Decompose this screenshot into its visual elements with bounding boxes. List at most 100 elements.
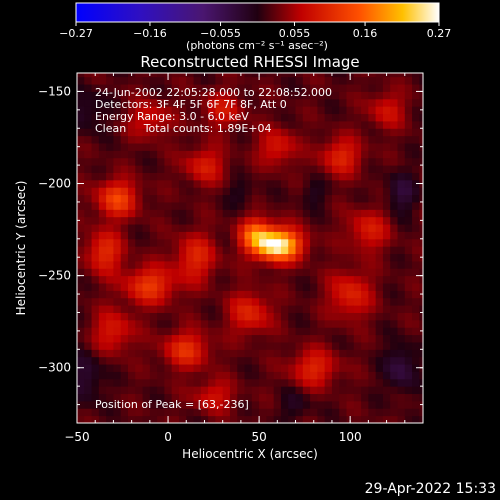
heatmap-cell <box>171 224 180 232</box>
heatmap-cell <box>419 120 423 129</box>
heatmap-cell <box>397 268 406 277</box>
heatmap-cell <box>382 312 391 321</box>
heatmap-cell <box>310 312 318 321</box>
heatmap-cell <box>135 297 144 306</box>
heatmap-cell <box>404 319 413 328</box>
heatmap-cell <box>419 341 423 350</box>
heatmap-cell <box>302 408 311 417</box>
colorbar-tick-label: −0.27 <box>59 27 93 40</box>
heatmap-cell <box>346 253 355 262</box>
heatmap-cell <box>419 415 423 423</box>
heatmap-cell <box>164 201 173 210</box>
heatmap-cell <box>244 408 253 417</box>
heatmap-cell <box>368 179 377 188</box>
heatmap-cell <box>98 297 107 306</box>
heatmap-cell <box>368 378 377 387</box>
heatmap-cell <box>288 275 297 284</box>
heatmap-cell <box>397 415 406 423</box>
heatmap-cell <box>288 201 297 210</box>
heatmap-cell <box>157 260 165 269</box>
heatmap-cell <box>280 238 289 247</box>
heatmap-cell <box>84 73 93 78</box>
heatmap-cell <box>98 91 107 100</box>
heatmap-cell <box>135 319 144 328</box>
heatmap-cell <box>106 73 114 78</box>
heatmap-cell <box>368 73 377 78</box>
heatmap-cell <box>229 341 238 350</box>
heatmap-cell <box>164 260 173 269</box>
heatmap-cell <box>142 260 151 269</box>
heatmap-cell <box>280 275 289 284</box>
heatmap-cell <box>331 106 340 115</box>
heatmap-cell <box>200 327 209 336</box>
heatmap-cell <box>178 341 187 350</box>
heatmap-cell <box>178 216 187 225</box>
heatmap-cell <box>200 408 209 417</box>
heatmap-cell <box>302 268 311 277</box>
heatmap-cell <box>339 408 348 417</box>
heatmap-cell <box>84 408 93 417</box>
heatmap-cell <box>412 341 420 350</box>
heatmap-cell <box>288 224 297 232</box>
heatmap-cell <box>346 319 355 328</box>
heatmap-cell <box>361 297 369 306</box>
heatmap-cell <box>91 312 100 321</box>
heatmap-cell <box>251 179 260 188</box>
heatmap-cell <box>120 268 129 277</box>
heatmap-cell <box>171 135 180 144</box>
heatmap-cell <box>288 305 297 313</box>
heatmap-cell <box>361 386 369 395</box>
heatmap-cell <box>149 349 158 358</box>
heatmap-cell <box>419 319 423 328</box>
heatmap-cell <box>324 91 333 100</box>
heatmap-cell <box>302 364 311 372</box>
heatmap-cell <box>288 408 297 417</box>
heatmap-cell <box>412 371 420 380</box>
heatmap-cell <box>382 238 391 247</box>
heatmap-cell <box>200 179 209 188</box>
heatmap-cell <box>149 91 158 100</box>
heatmap-cell <box>368 84 377 92</box>
heatmap-cell <box>266 76 275 85</box>
heatmap-cell <box>404 327 413 336</box>
heatmap-cell <box>149 371 158 380</box>
heatmap-cell <box>382 408 391 417</box>
heatmap-cell <box>127 91 136 100</box>
heatmap-cell <box>178 76 187 85</box>
heatmap-cell <box>390 268 398 277</box>
heatmap-cell <box>390 143 398 151</box>
heatmap-cell <box>142 209 151 218</box>
heatmap-cell <box>106 172 114 181</box>
heatmap-cell <box>171 150 180 159</box>
heatmap-cell <box>346 135 355 144</box>
heatmap-cell <box>317 268 326 277</box>
heatmap-cell <box>266 283 275 291</box>
heatmap-cell <box>142 253 151 262</box>
heatmap-cell <box>127 283 136 291</box>
heatmap-cell <box>266 150 275 159</box>
heatmap-cell <box>113 73 122 78</box>
heatmap-cell <box>412 73 420 78</box>
heatmap-cell <box>375 268 384 277</box>
heatmap-cell <box>208 415 216 423</box>
heatmap-cell <box>178 98 187 107</box>
heatmap-cell <box>215 341 224 350</box>
heatmap-cell <box>186 415 195 423</box>
heatmap-cell <box>251 386 260 395</box>
heatmap-cell <box>273 98 282 107</box>
heatmap-cell <box>178 400 187 409</box>
heatmap-cell <box>288 135 297 144</box>
heatmap-cell <box>120 356 129 365</box>
heatmap-cell <box>222 327 231 336</box>
heatmap-cell <box>113 327 122 336</box>
heatmap-cell <box>375 84 384 92</box>
heatmap-cell <box>310 275 318 284</box>
heatmap-cell <box>244 319 253 328</box>
heatmap-cell <box>157 400 165 409</box>
heatmap-cell <box>91 356 100 365</box>
heatmap-cell <box>317 150 326 159</box>
heatmap-cell <box>288 334 297 343</box>
heatmap-cell <box>157 290 165 299</box>
heatmap-cell <box>375 157 384 166</box>
heatmap-cell <box>215 73 224 78</box>
